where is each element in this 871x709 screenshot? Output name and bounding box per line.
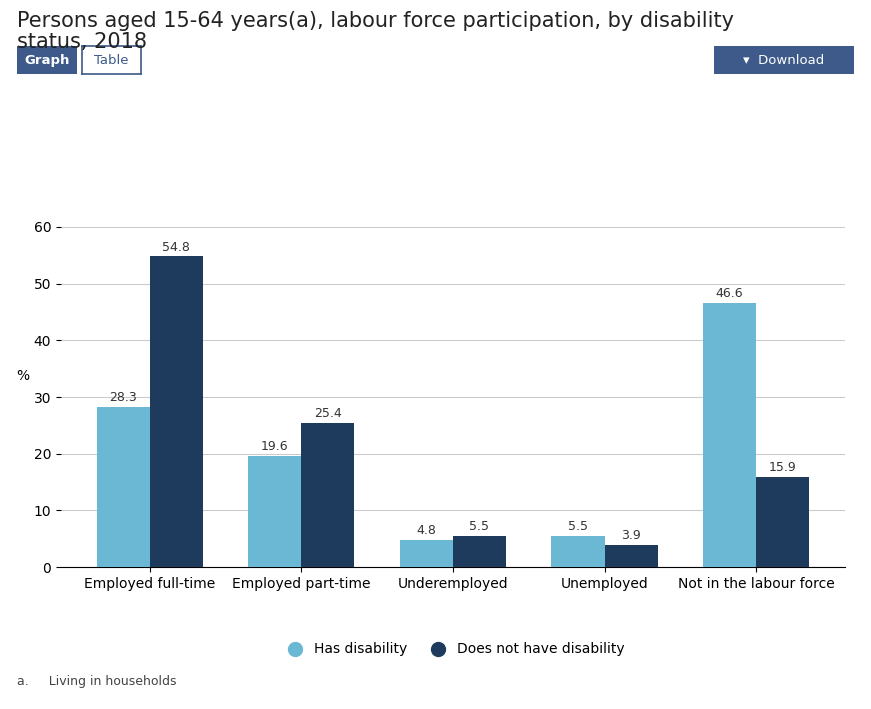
Text: Persons aged 15-64 years(a), labour force participation, by disability: Persons aged 15-64 years(a), labour forc… xyxy=(17,11,734,30)
Bar xyxy=(604,545,658,567)
Text: 46.6: 46.6 xyxy=(716,287,744,300)
Text: a.     Living in households: a. Living in households xyxy=(17,675,177,688)
Text: 25.4: 25.4 xyxy=(314,407,341,420)
Text: 15.9: 15.9 xyxy=(769,461,797,474)
Bar xyxy=(703,303,756,567)
Text: 28.3: 28.3 xyxy=(109,391,137,404)
Y-axis label: %: % xyxy=(16,369,29,383)
Text: 19.6: 19.6 xyxy=(261,440,288,453)
Text: Table: Table xyxy=(94,54,129,67)
Bar xyxy=(453,536,506,567)
Text: 54.8: 54.8 xyxy=(162,240,190,254)
Legend: Has disability, Does not have disability: Has disability, Does not have disability xyxy=(275,637,631,662)
Bar xyxy=(97,407,150,567)
Text: Graph: Graph xyxy=(24,54,70,67)
Text: ▾  Download: ▾ Download xyxy=(743,54,825,67)
Bar xyxy=(150,257,203,567)
Text: 5.5: 5.5 xyxy=(568,520,588,533)
Text: 5.5: 5.5 xyxy=(469,520,490,533)
Bar xyxy=(301,423,354,567)
Text: 3.9: 3.9 xyxy=(621,529,641,542)
Bar xyxy=(248,456,301,567)
Bar xyxy=(551,536,604,567)
Text: 4.8: 4.8 xyxy=(416,524,436,537)
Bar xyxy=(400,540,453,567)
Bar xyxy=(756,477,809,567)
Text: status, 2018: status, 2018 xyxy=(17,32,147,52)
